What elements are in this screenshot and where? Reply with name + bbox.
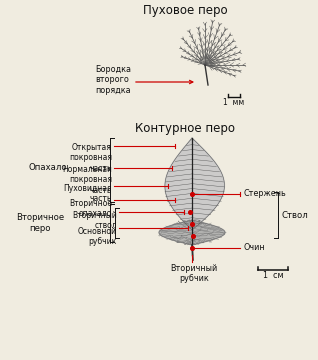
Text: Контурное перо: Контурное перо (135, 122, 235, 135)
Point (190, 245, 195, 251)
Point (190, 233, 196, 239)
Text: Пуховое перо: Пуховое перо (143, 4, 227, 17)
Text: Нормальная
покровная
часть: Нормальная покровная часть (62, 165, 112, 195)
Text: Основной
рубчик: Основной рубчик (78, 227, 117, 246)
Point (187, 209, 192, 215)
Text: Бородка
второго
порядка: Бородка второго порядка (95, 65, 131, 95)
Text: Стержень: Стержень (243, 189, 286, 198)
Text: 1  см: 1 см (263, 271, 283, 280)
Polygon shape (165, 138, 225, 230)
Text: Опахало: Опахало (29, 163, 67, 172)
Text: Вторичный
ствол: Вторичный ствол (72, 211, 117, 230)
Text: Открытая
покровная
часть: Открытая покровная часть (69, 143, 112, 173)
Text: Вторичный
рубчик: Вторичный рубчик (170, 264, 218, 283)
Text: Вторичное
перо: Вторичное перо (16, 213, 64, 233)
Polygon shape (159, 220, 225, 245)
Text: Пуховидная
часть: Пуховидная часть (63, 184, 112, 203)
Text: 1  мм: 1 мм (223, 98, 245, 107)
Text: Ствол: Ствол (282, 211, 309, 220)
Text: Очин: Очин (243, 243, 265, 252)
Point (190, 221, 195, 227)
Text: Вторичное
опахало: Вторичное опахало (69, 199, 112, 219)
Point (190, 191, 195, 197)
